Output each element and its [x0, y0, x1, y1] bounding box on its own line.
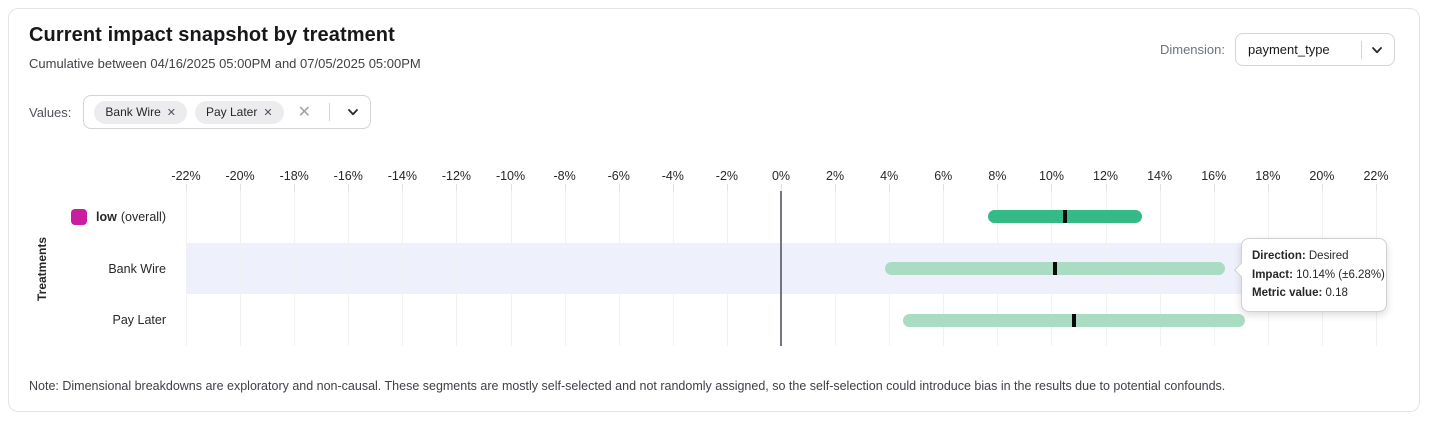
dimension-control: Dimension: payment_type	[1160, 33, 1395, 66]
clear-all-icon[interactable]: ✕	[297, 104, 311, 121]
grid-line	[402, 191, 404, 346]
x-axis-tick-label: 14%	[1147, 169, 1173, 183]
tooltip-impact: Impact: 10.14% (±6.28%)	[1252, 268, 1385, 281]
values-filter-row: Values: Bank Wire ✕ Pay Later ✕ ✕	[29, 95, 371, 129]
x-axis-tick-label: 22%	[1363, 169, 1389, 183]
axis-tick	[1213, 184, 1215, 191]
value-chip-pay-later[interactable]: Pay Later ✕	[194, 100, 284, 124]
page-title: Current impact snapshot by treatment	[29, 24, 395, 46]
plot-area: -22% -20% -18% -16% -14% -12% -10% -8% -6% -4% -2%…	[171, 169, 1389, 346]
chip-label: Bank Wire	[105, 105, 161, 119]
x-axis-tick-label: -14%	[387, 169, 417, 183]
axis-tick	[1267, 184, 1269, 191]
x-axis-tick-label: 10%	[1038, 169, 1064, 183]
row-label-bold: low	[96, 209, 117, 224]
axis-tick	[456, 184, 458, 191]
value-chip-bank-wire[interactable]: Bank Wire ✕	[94, 100, 187, 124]
row-label-text: Pay Later	[112, 313, 166, 328]
treatment-row-label: Bank Wire	[9, 259, 176, 279]
grid-line	[564, 191, 566, 346]
axis-tick	[402, 184, 404, 191]
chip-label: Pay Later	[205, 105, 258, 119]
legend-color-swatch	[71, 208, 87, 225]
row-labels: low (overall) Bank Wire Pay Later	[9, 191, 176, 346]
x-axis-tick-label: -8%	[553, 169, 576, 183]
x-axis-tick-label: 6%	[934, 169, 953, 183]
x-axis-tick-label: 4%	[880, 169, 899, 183]
axis-tick	[348, 184, 350, 191]
grid-line	[726, 191, 728, 346]
chevron-down-icon[interactable]	[346, 105, 360, 119]
axis-tick	[1376, 184, 1377, 191]
dimension-dropdown[interactable]: payment_type	[1235, 33, 1395, 66]
axis-tick	[1159, 184, 1161, 191]
grid-line	[186, 191, 187, 346]
impact-interval-chart: Treatments low (overall) Bank Wire Pay Late…	[9, 157, 1419, 362]
tooltip-metric-value: Metric value: 0.18	[1252, 287, 1348, 300]
axis-tick	[510, 184, 512, 191]
row-label-text: Bank Wire	[108, 261, 166, 276]
axis-tick	[294, 184, 296, 191]
dropdown-divider	[1361, 40, 1362, 59]
axis-tick	[186, 184, 187, 191]
axis-tick	[943, 184, 945, 191]
axis-tick	[1051, 184, 1053, 191]
date-range-subtitle: Cumulative between 04/16/2025 05:00PM an…	[29, 56, 421, 71]
dimension-selected-value: payment_type	[1248, 42, 1330, 57]
axis-tick	[672, 184, 674, 191]
x-axis-tick-label: 18%	[1255, 169, 1281, 183]
x-axis-tick-label: -10%	[495, 169, 526, 183]
dropdown-divider	[328, 103, 330, 121]
axis-tick	[726, 184, 728, 191]
grid-line	[294, 191, 296, 346]
zero-baseline	[780, 191, 782, 346]
axis-tick	[240, 184, 242, 191]
grid-line	[835, 191, 837, 346]
axis-tick	[997, 184, 999, 191]
x-axis-tick-label: -12%	[441, 169, 472, 183]
axis-tick	[1321, 184, 1323, 191]
grid-line	[672, 191, 674, 346]
x-axis-tick-label: -16%	[333, 169, 363, 183]
axis-tick	[618, 184, 620, 191]
x-axis-tick-label: 20%	[1309, 169, 1335, 183]
x-axis-tick-label: 0%	[771, 169, 791, 183]
row-label-suffix: (overall)	[120, 209, 166, 224]
footnote: Note: Dimensional breakdowns are explora…	[29, 379, 1226, 393]
x-axis-tick-label: -6%	[607, 169, 630, 183]
bar-tooltip: Direction: Desired Impact: 10.14% (±6.28…	[1233, 238, 1387, 312]
axis-tick	[781, 184, 782, 191]
x-axis-tick-label: 16%	[1201, 169, 1227, 183]
values-multiselect[interactable]: Bank Wire ✕ Pay Later ✕ ✕	[83, 95, 371, 129]
impact-snapshot-card: Current impact snapshot by treatment Cum…	[8, 8, 1420, 412]
axis-tick	[835, 184, 837, 191]
impact-point-marker	[1053, 262, 1058, 275]
x-axis-tick-label: -18%	[279, 169, 309, 183]
axis-tick	[1105, 184, 1107, 191]
chevron-down-icon	[1370, 43, 1384, 57]
x-axis-tick-label: -2%	[715, 169, 739, 183]
grid-line	[618, 191, 620, 346]
chip-remove-icon[interactable]: ✕	[263, 106, 273, 119]
grid-line	[240, 191, 242, 346]
grid-line	[348, 191, 350, 346]
grid-line	[456, 191, 458, 346]
treatment-row-label: low (overall)	[9, 207, 176, 227]
chip-remove-icon[interactable]: ✕	[166, 106, 176, 119]
x-axis-tick-label: 2%	[826, 169, 845, 183]
impact-point-marker	[1072, 313, 1077, 327]
x-axis-tick-label: 8%	[988, 169, 1007, 183]
tooltip-direction: Direction: Desired	[1252, 250, 1349, 262]
dimension-label: Dimension:	[1159, 42, 1225, 57]
treatment-row-label: Pay Later	[9, 310, 176, 330]
grid-line	[510, 191, 512, 346]
x-axis-tick-label: -22%	[171, 169, 201, 183]
impact-point-marker	[1062, 210, 1067, 224]
x-axis-tick-label: -4%	[661, 169, 684, 183]
x-axis-tick-label: 12%	[1093, 169, 1119, 183]
axis-tick	[889, 184, 891, 191]
x-axis-tick-label: -20%	[225, 169, 255, 183]
axis-tick	[564, 184, 566, 191]
values-label: Values:	[29, 104, 72, 120]
